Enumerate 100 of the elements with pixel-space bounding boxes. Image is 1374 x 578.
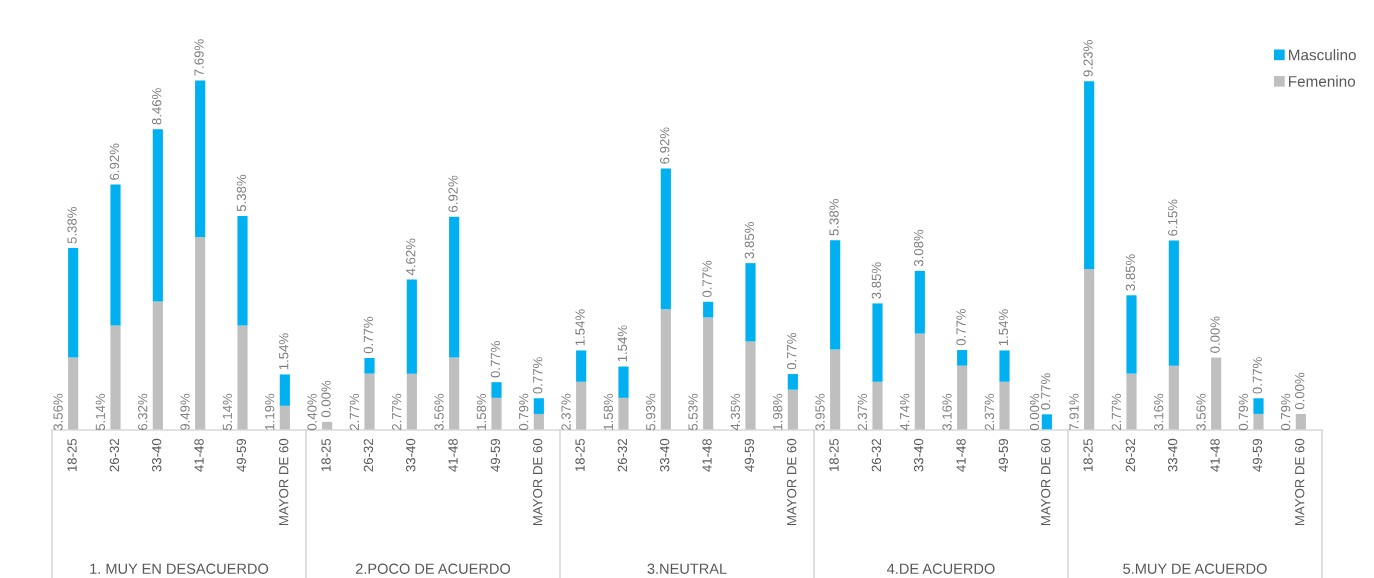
x-tick-label: MAYOR DE 60 [1295,438,1305,525]
bar [830,240,841,350]
x-tick-label: 33-40 [406,438,416,472]
data-label: 2.37% [561,393,571,431]
bar [364,357,375,374]
data-label: 3.85% [1125,254,1136,291]
bar [110,325,121,430]
data-label: 0.00% [1210,316,1220,353]
data-label: 5.38% [67,206,77,244]
data-label: 6.92% [660,127,670,164]
data-label: 0.77% [787,332,797,370]
bar [1126,295,1137,374]
data-label: 0.40% [307,393,317,431]
data-label: 3.16% [1154,393,1164,431]
data-label: 5.38% [236,174,247,212]
data-label: 3.16% [942,393,952,431]
bar [533,413,544,430]
data-label: 0.77% [702,260,712,298]
bar [745,263,756,342]
bar [152,129,163,302]
data-label: 4.74% [900,393,910,431]
data-label: 3.08% [914,229,924,267]
x-tick-label: 49-59 [490,438,501,472]
x-tick-label: 26-32 [871,438,882,472]
bar [787,374,798,390]
data-label: 3.85% [871,262,882,299]
x-tick-label: 33-40 [152,438,162,472]
x-tick-label: 41-48 [956,438,966,472]
x-tick-label: MAYOR DE 60 [533,438,543,525]
data-label: 5.53% [688,393,698,431]
bar [618,366,629,398]
x-tick-label: 49-59 [998,438,1009,472]
data-label: 1.54% [998,309,1009,346]
data-label: 0.77% [1041,373,1051,410]
data-label: 1.54% [279,333,289,370]
bar [618,397,629,430]
bar [491,397,502,430]
data-label: 6.92% [109,143,120,180]
data-label: 5.14% [222,393,233,431]
bar [279,405,290,430]
bar [745,341,756,430]
data-label: 4.62% [406,238,416,276]
x-tick-label: 33-40 [1168,438,1178,472]
bar [491,382,502,398]
data-label: 0.77% [1252,357,1263,394]
bar [787,389,798,430]
bar [703,301,714,318]
bar [449,216,460,358]
x-tick-label: 49-59 [744,438,755,472]
data-label: 2.77% [349,393,359,431]
x-tick-label: MAYOR DE 60 [787,438,797,525]
bar [576,381,587,430]
bar [576,350,587,382]
bar [152,301,163,430]
data-label: 5.14% [95,393,106,431]
data-label: 5.38% [829,199,839,236]
bar [533,398,544,414]
data-label: 0.00% [1029,393,1040,431]
bar [237,215,248,326]
bar [1126,373,1137,430]
bar [914,270,925,334]
data-label: 0.77% [956,308,966,346]
data-label: 1.98% [773,393,783,430]
data-label: 3.95% [815,393,825,431]
bar [406,279,417,374]
x-tick-label: 33-40 [660,438,670,472]
data-label: 1.54% [617,325,628,362]
x-tick-label: 49-59 [1252,438,1263,472]
data-label: 1.58% [476,393,487,430]
x-tick-label: MAYOR DE 60 [1041,438,1051,525]
bar [68,248,79,358]
data-label: 6.32% [138,393,148,431]
x-tick-label: MAYOR DE 60 [279,438,289,525]
x-tick-label: 41-48 [1210,438,1220,472]
data-label: 0.77% [490,341,501,378]
data-label: 9.23% [1083,40,1093,77]
x-axis-title: 3.NEUTRAL [647,563,727,574]
x-tick-label: 26-32 [617,438,628,472]
data-label: 7.69% [194,39,204,76]
data-label: 0.77% [533,357,543,394]
data-label: 7.91% [1069,393,1079,431]
x-tick-label: 18-25 [829,438,839,472]
bar [1253,413,1264,430]
bar [195,236,206,430]
data-label: 5.93% [646,393,656,431]
data-label: 3.56% [434,393,444,431]
data-label: 4.35% [730,393,741,431]
bar [957,350,968,366]
x-tick-label: 49-59 [236,438,247,472]
x-tick-label: 41-48 [702,438,712,472]
bar [872,381,883,430]
bar [872,303,883,382]
x-tick-label: 18-25 [1083,438,1093,472]
x-tick-label: 26-32 [363,438,374,472]
data-label: 0.00% [321,380,331,418]
bar [110,184,121,326]
bar [1168,365,1179,430]
bar [914,333,925,430]
bar [1084,269,1095,430]
x-tick-label: 26-32 [109,438,120,472]
